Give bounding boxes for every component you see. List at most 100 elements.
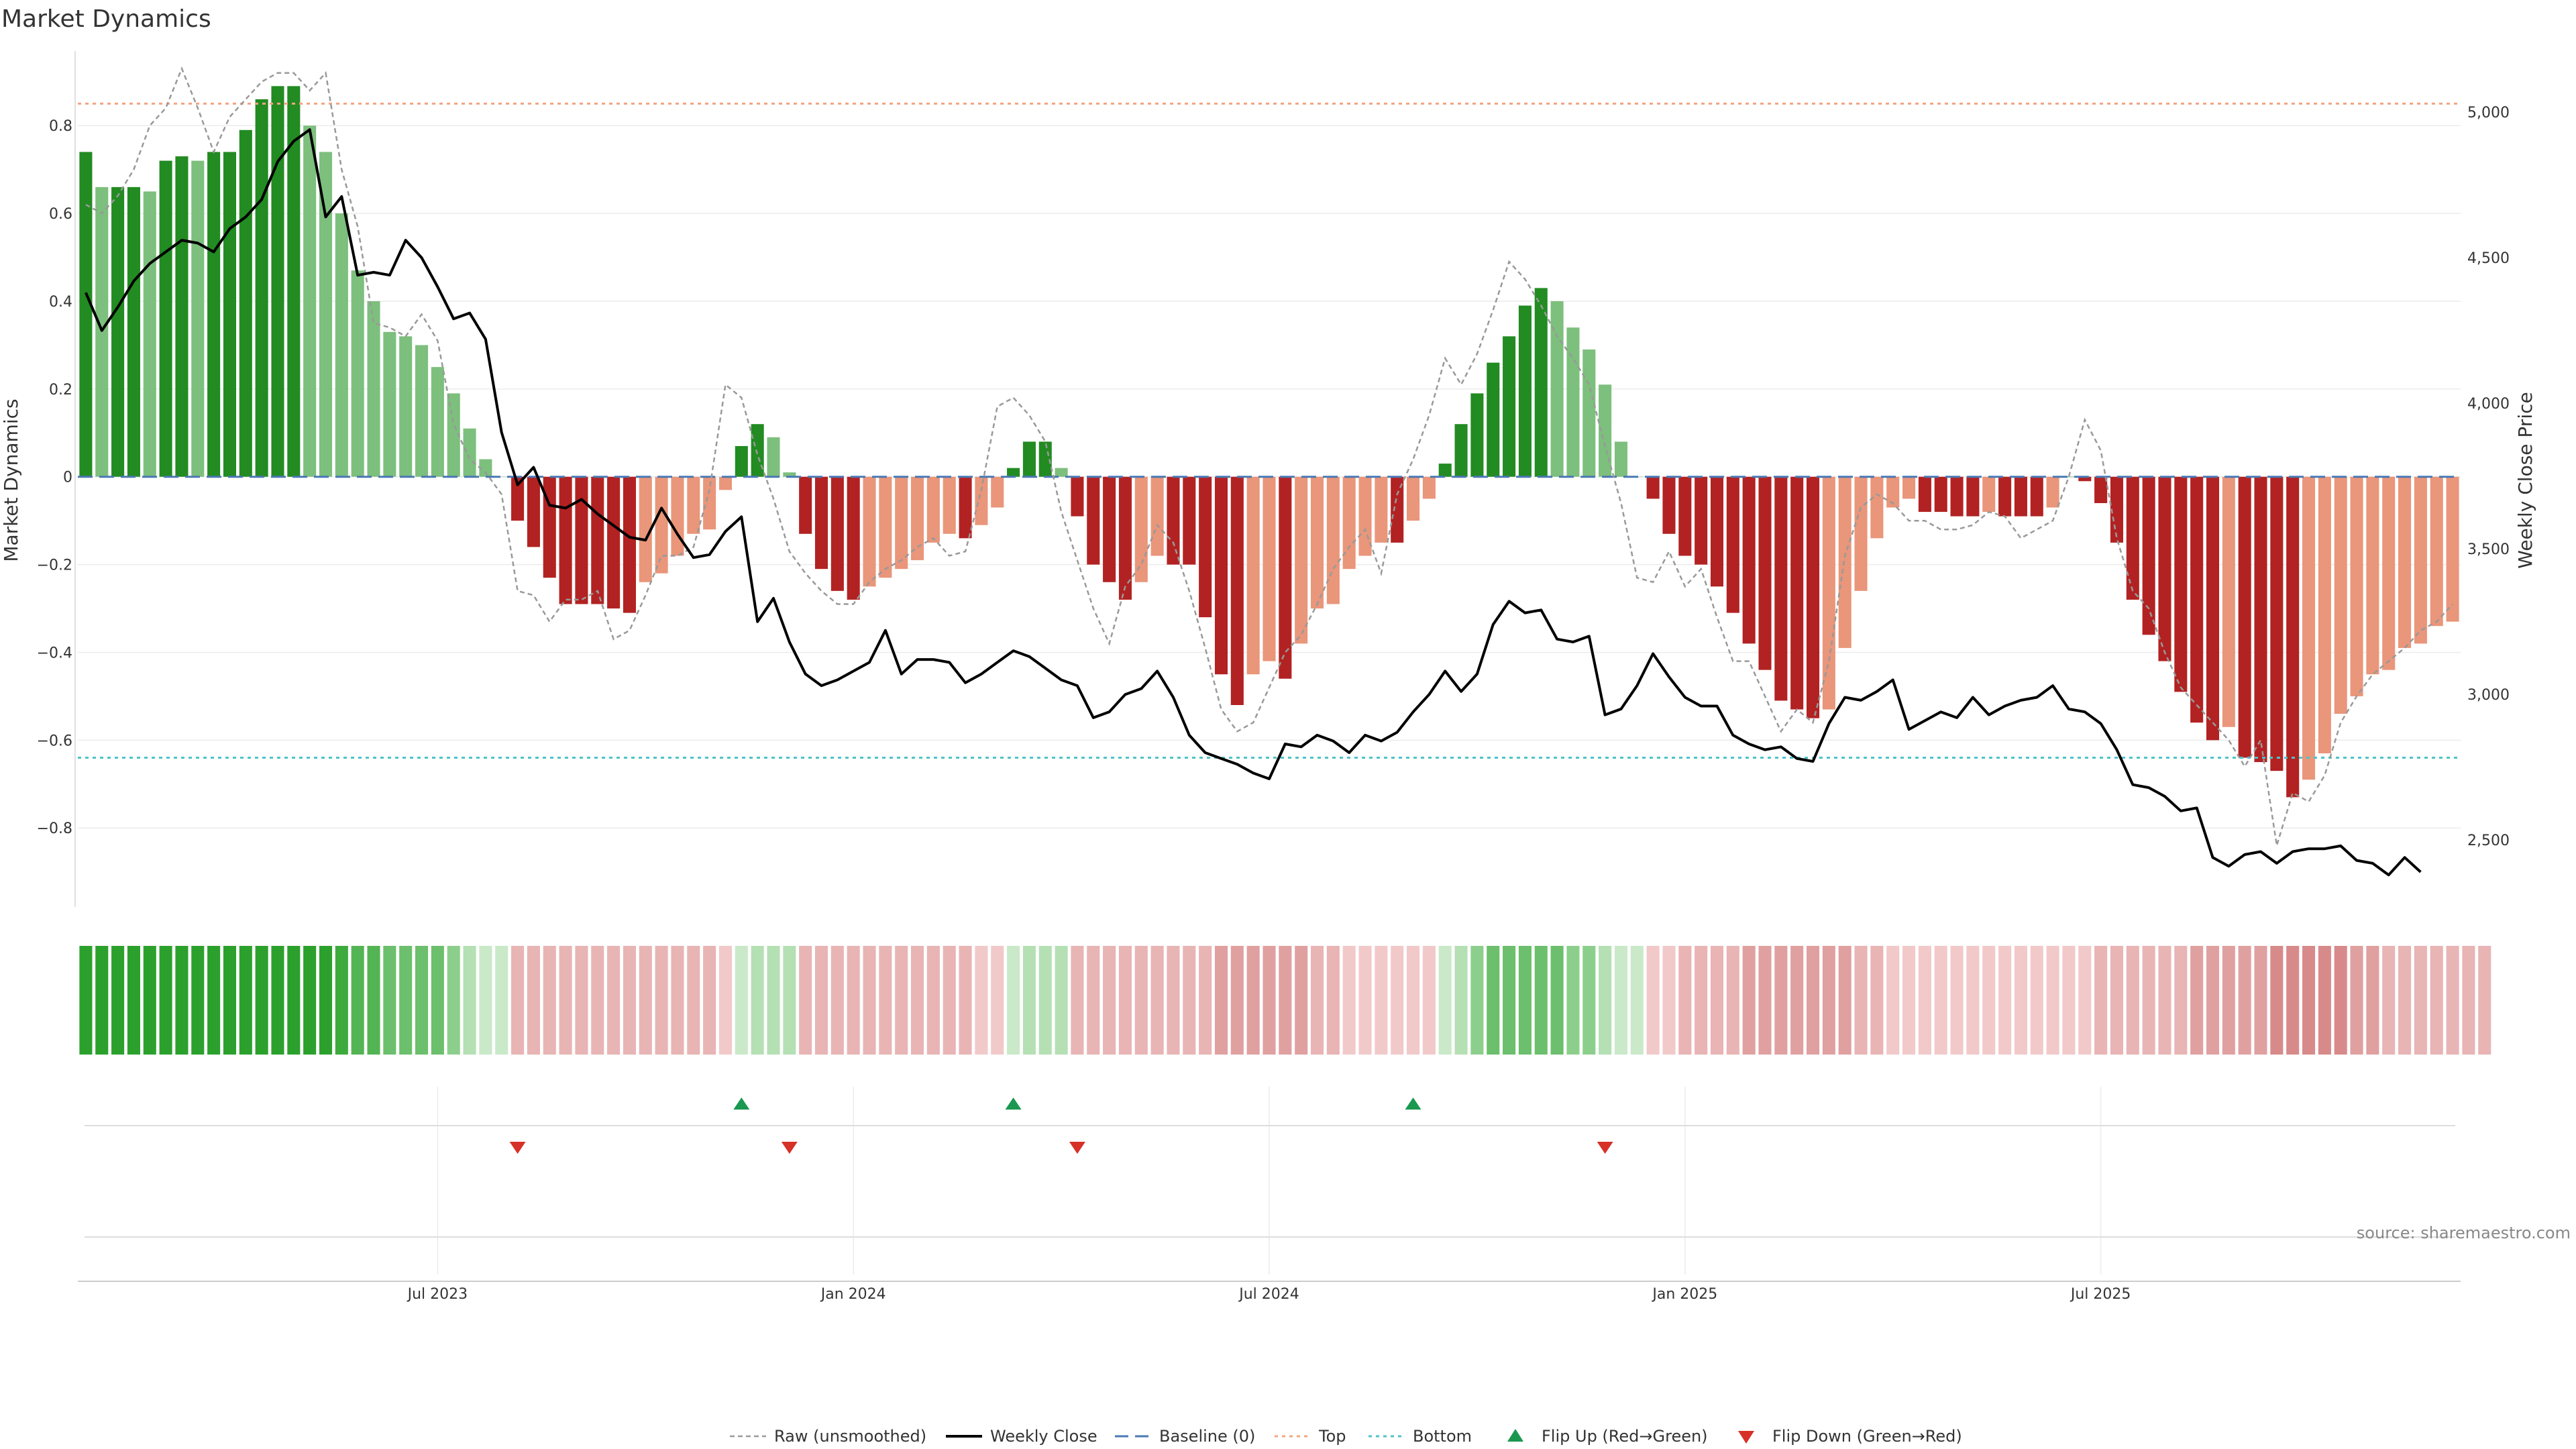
indicator-bar [623, 476, 636, 613]
regime-cell [239, 946, 252, 1055]
regime-cell [1774, 946, 1788, 1055]
flip-down-marker [509, 1142, 526, 1154]
y2-tick-label-3: 4,000 [2467, 396, 2510, 413]
indicator-bar [911, 476, 924, 561]
indicator-bar [2350, 476, 2363, 696]
legend-item-flip-down: Flip Down (Green→Red) [1738, 1427, 1962, 1446]
regime-cell [751, 946, 764, 1055]
indicator-bar [975, 476, 988, 525]
indicator-bar [159, 160, 172, 477]
regime-cell [943, 946, 956, 1055]
legend-label: Top [1318, 1427, 1346, 1446]
indicator-bar [2286, 476, 2300, 798]
indicator-bar [814, 476, 828, 570]
series-lines [85, 66, 2454, 877]
regime-cell [1838, 946, 1851, 1055]
indicator-bar [1870, 476, 1884, 539]
legend-item-bottom: Bottom [1368, 1427, 1472, 1446]
regime-cell [1214, 946, 1228, 1055]
regime-cell [1902, 946, 1916, 1055]
indicator-bar [175, 156, 189, 477]
indicator-bar [367, 301, 380, 477]
flip-up-marker [1405, 1097, 1421, 1110]
regime-cell [895, 946, 908, 1055]
indicator-bar [2302, 476, 2316, 780]
legend: Raw (unsmoothed) Weekly Close Baseline (0)… [730, 1427, 1962, 1446]
regime-cell [175, 946, 189, 1055]
regime-cell [2430, 946, 2443, 1055]
regime-cell [1391, 946, 1404, 1055]
regime-cell [847, 946, 860, 1055]
axes: −0.8 −0.6 −0.4 −0.2 0 0.2 0.4 0.6 0.8 2,500 3,000 3… [37, 51, 2510, 1303]
indicator-bar [1838, 476, 1851, 648]
regime-cell [1854, 946, 1868, 1055]
y-tick-label-0: −0.8 [37, 820, 72, 837]
regime-cell [2398, 946, 2412, 1055]
indicator-bar [2238, 476, 2251, 758]
regime-cell [1007, 946, 1020, 1055]
indicator-bar [1662, 476, 1676, 534]
regime-cell [1103, 946, 1116, 1055]
indicator-bar [655, 476, 668, 574]
indicator-bar [1167, 476, 1180, 565]
regime-cell [2190, 946, 2204, 1055]
legend-swatch-flip-up [1507, 1429, 1523, 1442]
indicator-bar [1422, 476, 1436, 499]
regime-cell [2206, 946, 2220, 1055]
indicator-bar [1806, 476, 1820, 718]
indicator-bar [287, 86, 301, 477]
indicator-bar [1774, 476, 1788, 701]
regime-cell [2110, 946, 2123, 1055]
indicator-bar [95, 186, 109, 477]
chart-title: Market Dynamics [1, 5, 211, 33]
indicator-bar [2062, 476, 2076, 478]
indicator-bar [607, 476, 621, 609]
indicator-bar [143, 191, 156, 477]
y2-tick-label-1: 3,000 [2467, 687, 2510, 704]
regime-cell [767, 946, 780, 1055]
regime-cell [1503, 946, 1516, 1055]
indicator-bar [271, 86, 284, 477]
indicator-bar [127, 186, 140, 477]
indicator-bar [2046, 476, 2059, 508]
regime-cell [143, 946, 156, 1055]
regime-cell [1870, 946, 1884, 1055]
indicator-bar [1582, 349, 1596, 477]
regime-cell [991, 946, 1004, 1055]
regime-cell [1614, 946, 1627, 1055]
indicator-bar [1295, 476, 1308, 644]
indicator-bar [1599, 384, 1612, 477]
regime-cell [1326, 946, 1340, 1055]
regime-cell [2062, 946, 2076, 1055]
regime-cell [1263, 946, 1276, 1055]
y-tick-label-1: −0.6 [37, 733, 72, 749]
indicator-bar [926, 476, 940, 543]
indicator-bar [319, 152, 333, 477]
indicator-bar [1438, 464, 1452, 477]
indicator-bar [431, 367, 444, 477]
regime-cell [271, 946, 284, 1055]
indicator-bar [463, 428, 476, 477]
regime-cell [1183, 946, 1196, 1055]
weekly-close-line [85, 128, 2422, 877]
y2-tick-label-2: 3,500 [2467, 541, 2510, 558]
indicator-bar [1726, 476, 1739, 613]
regime-cell [863, 946, 876, 1055]
regime-cell [1918, 946, 1931, 1055]
regime-cell [671, 946, 684, 1055]
regime-cell [2462, 946, 2475, 1055]
regime-cell [543, 946, 556, 1055]
regime-cell [2270, 946, 2284, 1055]
indicator-bar [1310, 476, 1324, 609]
regime-cell [1566, 946, 1580, 1055]
regime-cell [783, 946, 796, 1055]
regime-cell [1934, 946, 1947, 1055]
regime-cell [1726, 946, 1739, 1055]
indicator-bar [783, 472, 796, 477]
regime-cell [1630, 946, 1644, 1055]
y-tick-label-8: 0.8 [49, 118, 72, 135]
regime-cell [1342, 946, 1356, 1055]
regime-cell [959, 946, 972, 1055]
regime-cell [2478, 946, 2491, 1055]
regime-cell [1407, 946, 1420, 1055]
